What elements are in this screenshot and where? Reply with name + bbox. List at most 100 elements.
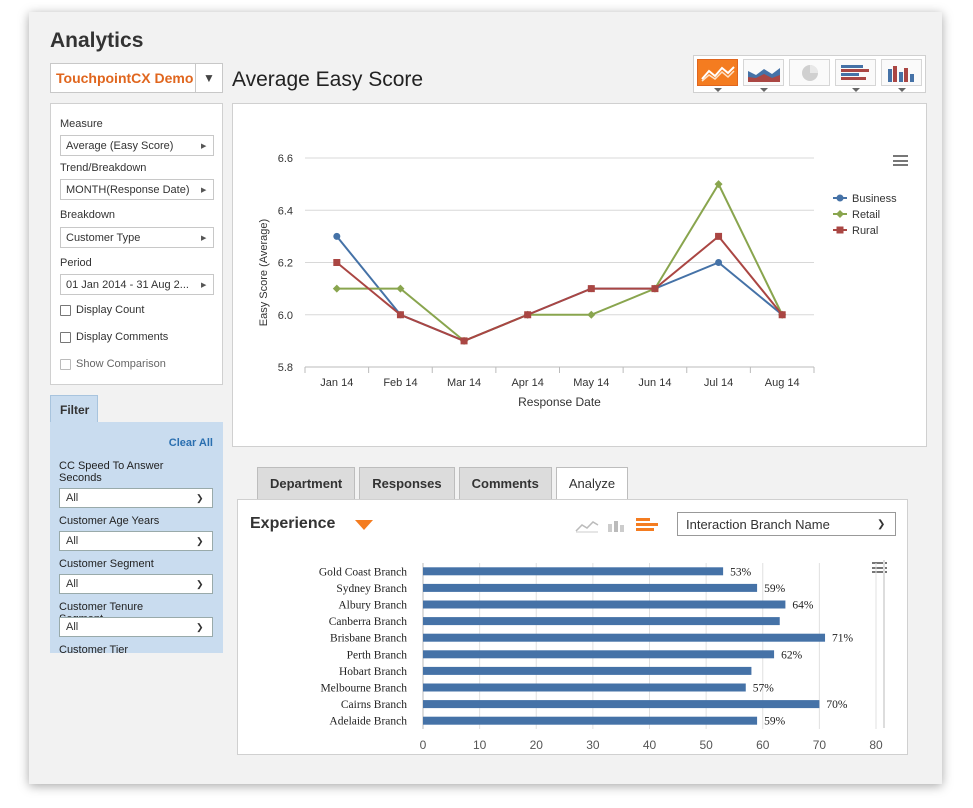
page-title: Analytics: [50, 29, 144, 52]
bar: [423, 600, 786, 609]
bar: [423, 617, 780, 626]
checkbox-box: [60, 358, 71, 370]
filter-select-value: All: [66, 535, 79, 547]
line-chart-icon: [700, 65, 735, 82]
tab-comments[interactable]: Comments: [458, 467, 552, 500]
chart-type-column-button[interactable]: [881, 59, 922, 92]
trend-select[interactable]: MONTH(Response Date) ▶: [60, 179, 214, 200]
horizontal-bar-chart-icon[interactable]: [635, 517, 659, 533]
area-chart-icon: [747, 67, 780, 82]
period-select[interactable]: 01 Jan 2014 - 31 Aug 2... ▶: [60, 274, 214, 295]
y-tick-label: 5.8: [278, 362, 293, 374]
data-label: 57%: [753, 683, 775, 695]
category-label: Canberra Branch: [329, 616, 407, 628]
legend-marker: [836, 194, 844, 202]
bar: [423, 633, 826, 642]
trend-label: Trend/Breakdown: [60, 162, 147, 174]
x-tick-label: Feb 14: [383, 377, 417, 389]
filter-tab[interactable]: Filter: [50, 395, 98, 423]
dimension-select[interactable]: Interaction Branch Name ❯: [677, 512, 896, 536]
chevron-down-icon: [851, 88, 860, 92]
data-label: 64%: [792, 600, 814, 612]
x-tick-label: 20: [530, 738, 544, 752]
chart-type-area-button[interactable]: [743, 59, 784, 92]
chart-type-line-button[interactable]: [697, 59, 738, 92]
x-tick-label: Aug 14: [765, 377, 800, 389]
y-tick-label: 6.0: [278, 310, 293, 322]
chevron-down-icon: [759, 88, 768, 92]
filter-select[interactable]: All ❯: [59, 488, 213, 508]
data-point: [396, 311, 404, 319]
series-line-rural: [336, 234, 783, 342]
data-label: 59%: [764, 716, 786, 728]
display-comments-checkbox[interactable]: Display Comments: [60, 331, 168, 343]
chevron-down-icon: ❯: [196, 492, 204, 503]
period-value: 01 Jan 2014 - 31 Aug 2...: [66, 278, 189, 291]
tab-responses[interactable]: Responses: [359, 467, 455, 500]
dimension-select-value: Interaction Branch Name: [686, 516, 830, 532]
measure-label: Measure: [60, 118, 103, 130]
chevron-down-icon: [897, 88, 906, 92]
chart-type-pie-button[interactable]: [789, 59, 830, 86]
chevron-down-icon: ❯: [196, 535, 204, 546]
chart-type-horizontal-bar-button[interactable]: [835, 59, 876, 92]
project-name: TouchpointCX Demo: [56, 70, 194, 86]
filter-select-value: All: [66, 492, 79, 504]
data-label: 53%: [730, 566, 752, 578]
category-label: Adelaide Branch: [329, 716, 407, 728]
measure-value: Average (Easy Score): [66, 139, 174, 152]
tab-bar: Department Responses Comments Analyze: [257, 467, 629, 501]
chart-menu-icon[interactable]: [893, 155, 908, 166]
legend-label: Retail: [852, 209, 880, 221]
scrollbar-track[interactable]: [883, 560, 885, 728]
show-comparison-label: Show Comparison: [76, 358, 166, 370]
data-point: [524, 311, 532, 319]
tab-department[interactable]: Department: [257, 467, 356, 500]
filter-label: Customer Age Years: [59, 515, 160, 527]
chevron-down-icon: ❯: [196, 621, 204, 632]
x-tick-label: 0: [420, 738, 427, 752]
data-point: [651, 285, 659, 293]
trend-value: MONTH(Response Date): [66, 183, 190, 196]
experience-title: Experience: [250, 515, 336, 532]
tab-analyze[interactable]: Analyze: [555, 467, 629, 501]
bar-chart: 0 10 20 30 40 50 60 70 80 Gold Coast Branch 53% Syd…: [319, 563, 883, 752]
dropdown-arrow-icon[interactable]: ▼: [195, 64, 222, 92]
legend-label: Rural: [852, 225, 878, 237]
breakdown-select[interactable]: Customer Type ▶: [60, 227, 214, 248]
bar: [423, 700, 820, 709]
column-chart-icon[interactable]: [605, 517, 629, 533]
x-tick-label: 70: [813, 738, 827, 752]
display-count-checkbox[interactable]: Display Count: [60, 304, 144, 316]
legend-marker: [836, 210, 844, 218]
measure-select[interactable]: Average (Easy Score) ▶: [60, 135, 214, 156]
line-chart-icon[interactable]: [575, 517, 599, 533]
bar: [423, 567, 724, 576]
triangle-down-icon[interactable]: [355, 520, 373, 530]
filter-select[interactable]: All ❯: [59, 617, 213, 637]
filter-select-value: All: [66, 578, 79, 590]
category-label: Albury Branch: [338, 600, 407, 612]
project-select[interactable]: TouchpointCX Demo ▼: [50, 63, 223, 93]
horizontal-bar-chart-icon: [840, 64, 869, 80]
checkbox-box[interactable]: [60, 331, 71, 343]
data-point: [587, 310, 596, 319]
category-label: Melbourne Branch: [320, 683, 407, 695]
filter-label: Customer Segment: [59, 558, 154, 570]
category-label: Brisbane Branch: [330, 633, 407, 645]
x-tick-label: May 14: [573, 377, 609, 389]
data-label: 59%: [764, 583, 786, 595]
chevron-down-icon: ❯: [877, 518, 886, 530]
analyze-panel: Experience Interaction Branch Name ❯ 0 10 2…: [237, 499, 908, 755]
category-label: Perth Branch: [347, 649, 408, 661]
category-label: Hobart Branch: [339, 666, 407, 678]
checkbox-box[interactable]: [60, 304, 71, 316]
clear-all-link[interactable]: Clear All: [168, 437, 213, 449]
filter-select[interactable]: All ❯: [59, 574, 213, 594]
x-tick-label: Jan 14: [320, 377, 353, 389]
filter-select[interactable]: All ❯: [59, 531, 213, 551]
chart-type-toolbar: [693, 55, 926, 93]
data-point: [396, 284, 405, 293]
y-tick-label: 6.6: [278, 153, 293, 165]
chart-menu-icon[interactable]: [872, 562, 887, 573]
